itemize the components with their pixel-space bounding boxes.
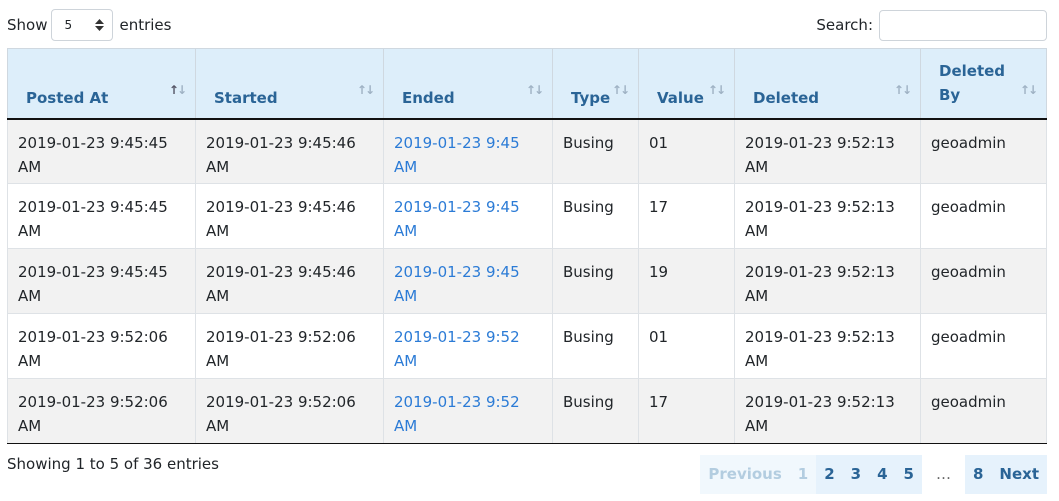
table-cell: 2019-01-23 9:52:13 AM (734, 313, 921, 379)
table-cell: 01 (638, 118, 735, 184)
page-4[interactable]: 4 (869, 455, 896, 494)
table-cell: 19 (638, 248, 735, 314)
table-cell: Busing (552, 378, 639, 444)
next-button[interactable]: Next (991, 455, 1047, 494)
search-label: Search: (816, 16, 873, 34)
ended-link[interactable]: 2019-01-23 9:45 AM (394, 263, 520, 305)
table-cell: geoadmin (920, 183, 1047, 249)
column-header[interactable]: Type ↑↓ (552, 48, 639, 120)
column-header[interactable]: Posted At ↑↓ (7, 48, 196, 120)
table-cell: 2019-01-23 9:45:46 AM (195, 118, 384, 184)
table-cell: 2019-01-23 9:45:46 AM (195, 183, 384, 249)
table-cell: 2019-01-23 9:52 AM (383, 378, 553, 444)
column-header[interactable]: Ended ↑↓ (383, 48, 553, 120)
search-input[interactable] (879, 9, 1047, 41)
page-2[interactable]: 2 (816, 455, 843, 494)
column-header[interactable]: Started ↑↓ (195, 48, 384, 120)
page-1[interactable]: 1 (789, 455, 817, 494)
page-3[interactable]: 3 (842, 455, 870, 494)
entries-value: 5 (64, 18, 73, 32)
data-table: Posted At ↑↓ Started ↑↓ Ended ↑↓ Type ↑↓ Value ↑↓… (7, 48, 1047, 444)
ended-link[interactable]: 2019-01-23 9:52 AM (394, 393, 520, 435)
table-cell: 2019-01-23 9:52:06 AM (7, 313, 196, 379)
table-cell: 2019-01-23 9:52:13 AM (734, 248, 921, 314)
table-cell: 2019-01-23 9:45 AM (383, 183, 553, 249)
table-cell: 01 (638, 313, 735, 379)
table-controls: Show 5 entries Search: (7, 9, 1047, 41)
table-cell: Busing (552, 183, 639, 249)
sort-icon: ↑↓ (168, 83, 187, 97)
entries-select[interactable]: 5 (51, 9, 114, 41)
table-cell: geoadmin (920, 378, 1047, 444)
page-5[interactable]: 5 (895, 455, 922, 494)
table-row: 2019-01-23 9:45:45 AM 2019-01-23 9:45:46 … (7, 183, 1047, 249)
sort-icon: ↑↓ (525, 83, 544, 97)
table-cell: 2019-01-23 9:45 AM (383, 248, 553, 314)
table-cell: 2019-01-23 9:45:45 AM (7, 248, 196, 314)
table-cell: 2019-01-23 9:52:13 AM (734, 378, 921, 444)
table-info: Showing 1 to 5 of 36 entries (7, 455, 219, 473)
updown-icon (95, 19, 105, 31)
pagination-ellipsis: … (921, 455, 965, 494)
sort-icon: ↑↓ (1019, 83, 1038, 97)
table-cell: 2019-01-23 9:45 AM (383, 118, 553, 184)
table-cell: 17 (638, 183, 735, 249)
column-header-label: Started (214, 88, 278, 107)
ended-link[interactable]: 2019-01-23 9:45 AM (394, 133, 520, 176)
table-cell: 2019-01-23 9:52:13 AM (734, 183, 921, 249)
column-header[interactable]: Value ↑↓ (638, 48, 735, 120)
ended-link[interactable]: 2019-01-23 9:45 AM (394, 198, 520, 240)
column-header-label: Deleted (753, 88, 820, 107)
entries-label: entries (119, 16, 172, 34)
search-box: Search: (816, 9, 1047, 41)
column-header-label: Value (657, 88, 704, 107)
table-cell: geoadmin (920, 313, 1047, 379)
sort-icon: ↑↓ (356, 83, 375, 97)
column-header-label: Deleted By (939, 61, 1006, 104)
table-cell: 2019-01-23 9:45:45 AM (7, 183, 196, 249)
pagination: Previous 1 2 3 4 5 … 8 Next (700, 455, 1047, 494)
table-cell: Busing (552, 313, 639, 379)
sort-icon: ↑↓ (893, 83, 912, 97)
table-cell: 2019-01-23 9:45:45 AM (7, 118, 196, 184)
table-cell: 2019-01-23 9:52 AM (383, 313, 553, 379)
column-header-label: Posted At (26, 88, 109, 107)
sort-icon: ↑↓ (611, 83, 630, 97)
page-8[interactable]: 8 (964, 455, 992, 494)
table-cell: 17 (638, 378, 735, 444)
table-cell: 2019-01-23 9:52:06 AM (195, 378, 384, 444)
table-cell: Busing (552, 248, 639, 314)
table-cell: 2019-01-23 9:52:13 AM (734, 118, 921, 184)
previous-button[interactable]: Previous (700, 455, 790, 494)
table-cell: 2019-01-23 9:52:06 AM (7, 378, 196, 444)
table-row: 2019-01-23 9:45:45 AM 2019-01-23 9:45:46 … (7, 118, 1047, 184)
table-cell: 2019-01-23 9:52:06 AM (195, 313, 384, 379)
table-cell: 2019-01-23 9:45:46 AM (195, 248, 384, 314)
column-header-label: Ended (402, 88, 455, 107)
column-header-label: Type (571, 88, 611, 107)
sort-icon: ↑↓ (707, 83, 726, 97)
table-cell: Busing (552, 118, 639, 184)
table-cell: geoadmin (920, 248, 1047, 314)
ended-link[interactable]: 2019-01-23 9:52 AM (394, 328, 520, 370)
table-row: 2019-01-23 9:45:45 AM 2019-01-23 9:45:46 … (7, 248, 1047, 314)
column-header[interactable]: Deleted By ↑↓ (920, 48, 1047, 120)
column-header[interactable]: Deleted ↑↓ (734, 48, 921, 120)
table-cell: geoadmin (920, 118, 1047, 184)
table-row: 2019-01-23 9:52:06 AM 2019-01-23 9:52:06 … (7, 313, 1047, 379)
table-row: 2019-01-23 9:52:06 AM 2019-01-23 9:52:06 … (7, 378, 1047, 444)
show-label: Show (7, 16, 48, 34)
